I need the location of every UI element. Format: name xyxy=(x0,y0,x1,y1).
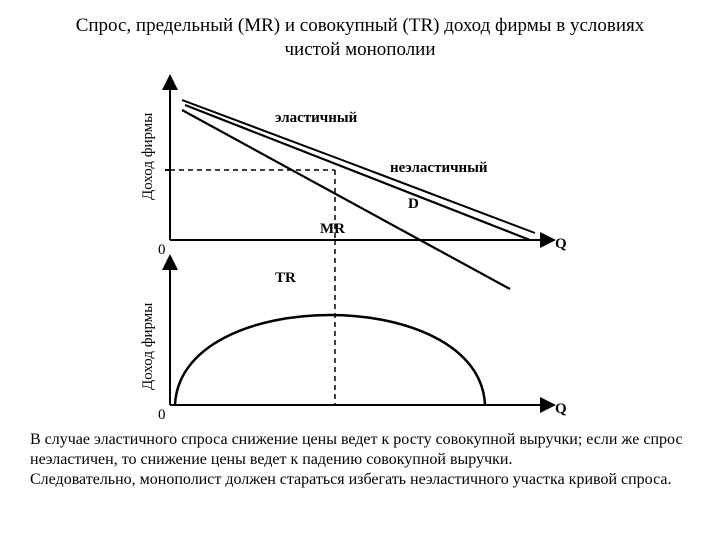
bottom-y-axis-label: Доход фирмы xyxy=(140,303,156,390)
mr-line-extension xyxy=(420,240,510,289)
footer-p2: Следовательно, монополист должен старать… xyxy=(30,471,671,488)
tr-label: TR xyxy=(275,270,296,286)
top-x-axis-label: Q xyxy=(555,236,567,252)
page-root: Спрос, предельный (MR) и совокупный (TR)… xyxy=(0,0,720,540)
mr-label: MR xyxy=(320,221,345,237)
top-origin-label: 0 xyxy=(158,242,166,258)
elastic-label: эластичный xyxy=(275,110,358,126)
footer-text: В случае эластичного спроса снижение цен… xyxy=(30,430,690,490)
d-label: D xyxy=(408,196,419,212)
tr-curve xyxy=(175,315,485,405)
monopoly-diagram: Доход фирмы 0 Q эластичный неэластичный … xyxy=(110,70,580,420)
top-y-axis-label: Доход фирмы xyxy=(140,113,156,200)
top-chart: Доход фирмы 0 Q эластичный неэластичный … xyxy=(140,80,567,289)
inelastic-label: неэластичный xyxy=(390,160,488,176)
bottom-x-axis-label: Q xyxy=(555,401,567,417)
page-title: Спрос, предельный (MR) и совокупный (TR)… xyxy=(60,14,660,62)
footer-p1: В случае эластичного спроса снижение цен… xyxy=(30,431,683,468)
bottom-origin-label: 0 xyxy=(158,407,166,420)
